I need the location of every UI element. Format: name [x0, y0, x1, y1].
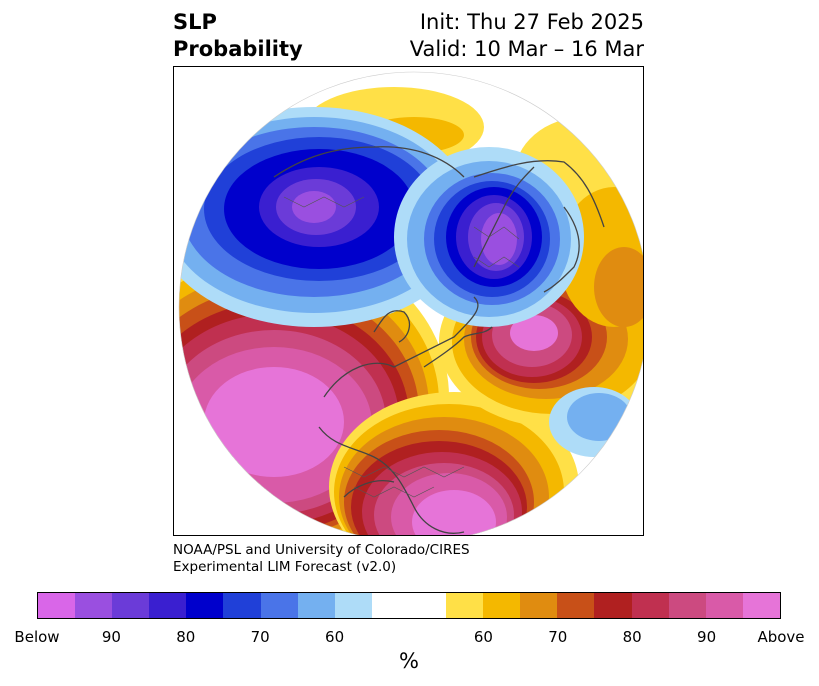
anomaly-below-siberia — [179, 107, 474, 327]
anomaly-below-east-atlantic — [549, 387, 639, 457]
colorbar-segment-above-3 — [557, 593, 595, 618]
colorbar-segment-above-1 — [483, 593, 521, 618]
borders — [283, 196, 520, 498]
colorbar-segment-below-6 — [260, 593, 298, 618]
colorbar-segment-below-4 — [186, 593, 224, 618]
colorbar-tick-label: 60 — [473, 628, 493, 646]
colorbar-segment-above-7 — [705, 593, 743, 618]
colorbar-segment-above-8 — [742, 593, 780, 618]
credit-text: NOAA/PSL and University of Colorado/CIRE… — [173, 542, 470, 576]
credit-line-2: Experimental LIM Forecast (v2.0) — [173, 559, 397, 575]
colorbar-segment-below-7 — [297, 593, 335, 618]
forecast-dates: Init: Thu 27 Feb 2025 Valid: 10 Mar – 16… — [410, 9, 644, 63]
colorbar-tick-label: 70 — [250, 628, 270, 646]
map-panel — [173, 66, 644, 536]
hemisphere-edge — [178, 71, 643, 535]
colorbar-tick-label: 60 — [325, 628, 345, 646]
title-line-1: SLP — [173, 10, 217, 34]
colorbar — [37, 592, 781, 619]
valid-range: Valid: 10 Mar – 16 Mar — [409, 37, 644, 61]
colorbar-segment-below-8 — [334, 593, 372, 618]
map-title: SLP Probability — [173, 9, 303, 63]
colorbar-tick-label: 70 — [548, 628, 568, 646]
colorbar-tick-label: 90 — [697, 628, 717, 646]
polar-map — [178, 71, 643, 535]
colorbar-segment-below-3 — [149, 593, 187, 618]
colorbar-tick-label: Above — [757, 628, 805, 646]
colorbar-segment-below-1 — [75, 593, 113, 618]
colorbar-tick-label: Below — [14, 628, 60, 646]
colorbar-segment-below-0 — [38, 593, 76, 618]
credit-line-1: NOAA/PSL and University of Colorado/CIRE… — [173, 542, 470, 558]
colorbar-segment-above-6 — [668, 593, 706, 618]
init-date: Init: Thu 27 Feb 2025 — [419, 10, 644, 34]
colorbar-segment-below-5 — [223, 593, 261, 618]
colorbar-segment-above-2 — [520, 593, 558, 618]
colorbar-tick-label: 80 — [176, 628, 196, 646]
colorbar-unit: % — [399, 649, 419, 673]
colorbar-tick-label: 90 — [101, 628, 121, 646]
colorbar-segment-neutral — [371, 593, 447, 618]
coastlines — [273, 146, 605, 534]
colorbar-tick-label: 80 — [622, 628, 642, 646]
colorbar-segment-above-0 — [446, 593, 484, 618]
title-line-2: Probability — [173, 37, 303, 61]
colorbar-segment-above-5 — [631, 593, 669, 618]
colorbar-segment-above-4 — [594, 593, 632, 618]
colorbar-segment-below-2 — [112, 593, 150, 618]
